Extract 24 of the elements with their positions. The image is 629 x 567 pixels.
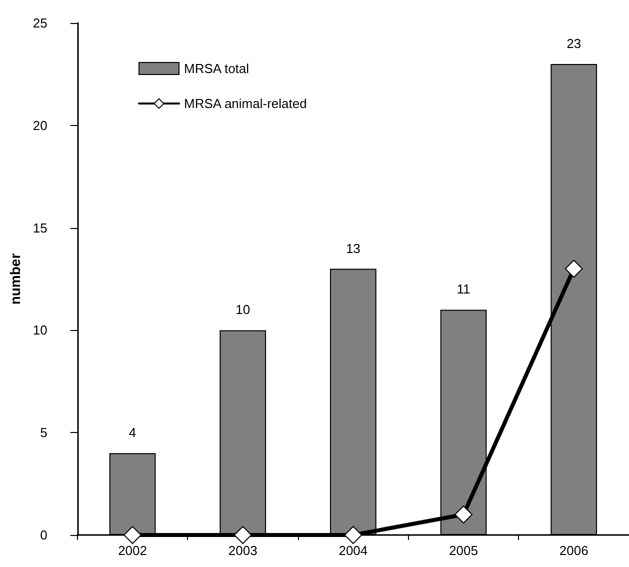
y-tick-label: 5 [40,425,48,440]
x-tick-label: 2005 [449,543,478,558]
y-tick-label: 10 [32,322,48,338]
legend-label: MRSA animal-related [184,96,307,111]
data-label: 13 [346,240,360,256]
data-label: 11 [456,282,470,297]
x-tick-label: 2006 [559,543,588,558]
y-axis-title: number [7,252,23,305]
y-tick-label: 20 [32,118,48,133]
x-tick-label: 2002 [118,543,147,558]
x-tick-label: 2003 [228,543,258,558]
point [234,526,252,544]
x-tick-label: 2004 [338,543,368,558]
data-label: 23 [566,36,582,51]
y-tick-label: 0 [40,528,48,542]
y-tick-label: 15 [32,220,48,236]
point [564,260,583,278]
data-label: 10 [236,302,250,318]
data-label: 4 [128,425,136,440]
point [344,526,362,544]
point [124,526,142,544]
y-tick-label: 25 [32,16,48,30]
point [454,506,473,524]
legend-label: MRSA total [184,61,250,76]
